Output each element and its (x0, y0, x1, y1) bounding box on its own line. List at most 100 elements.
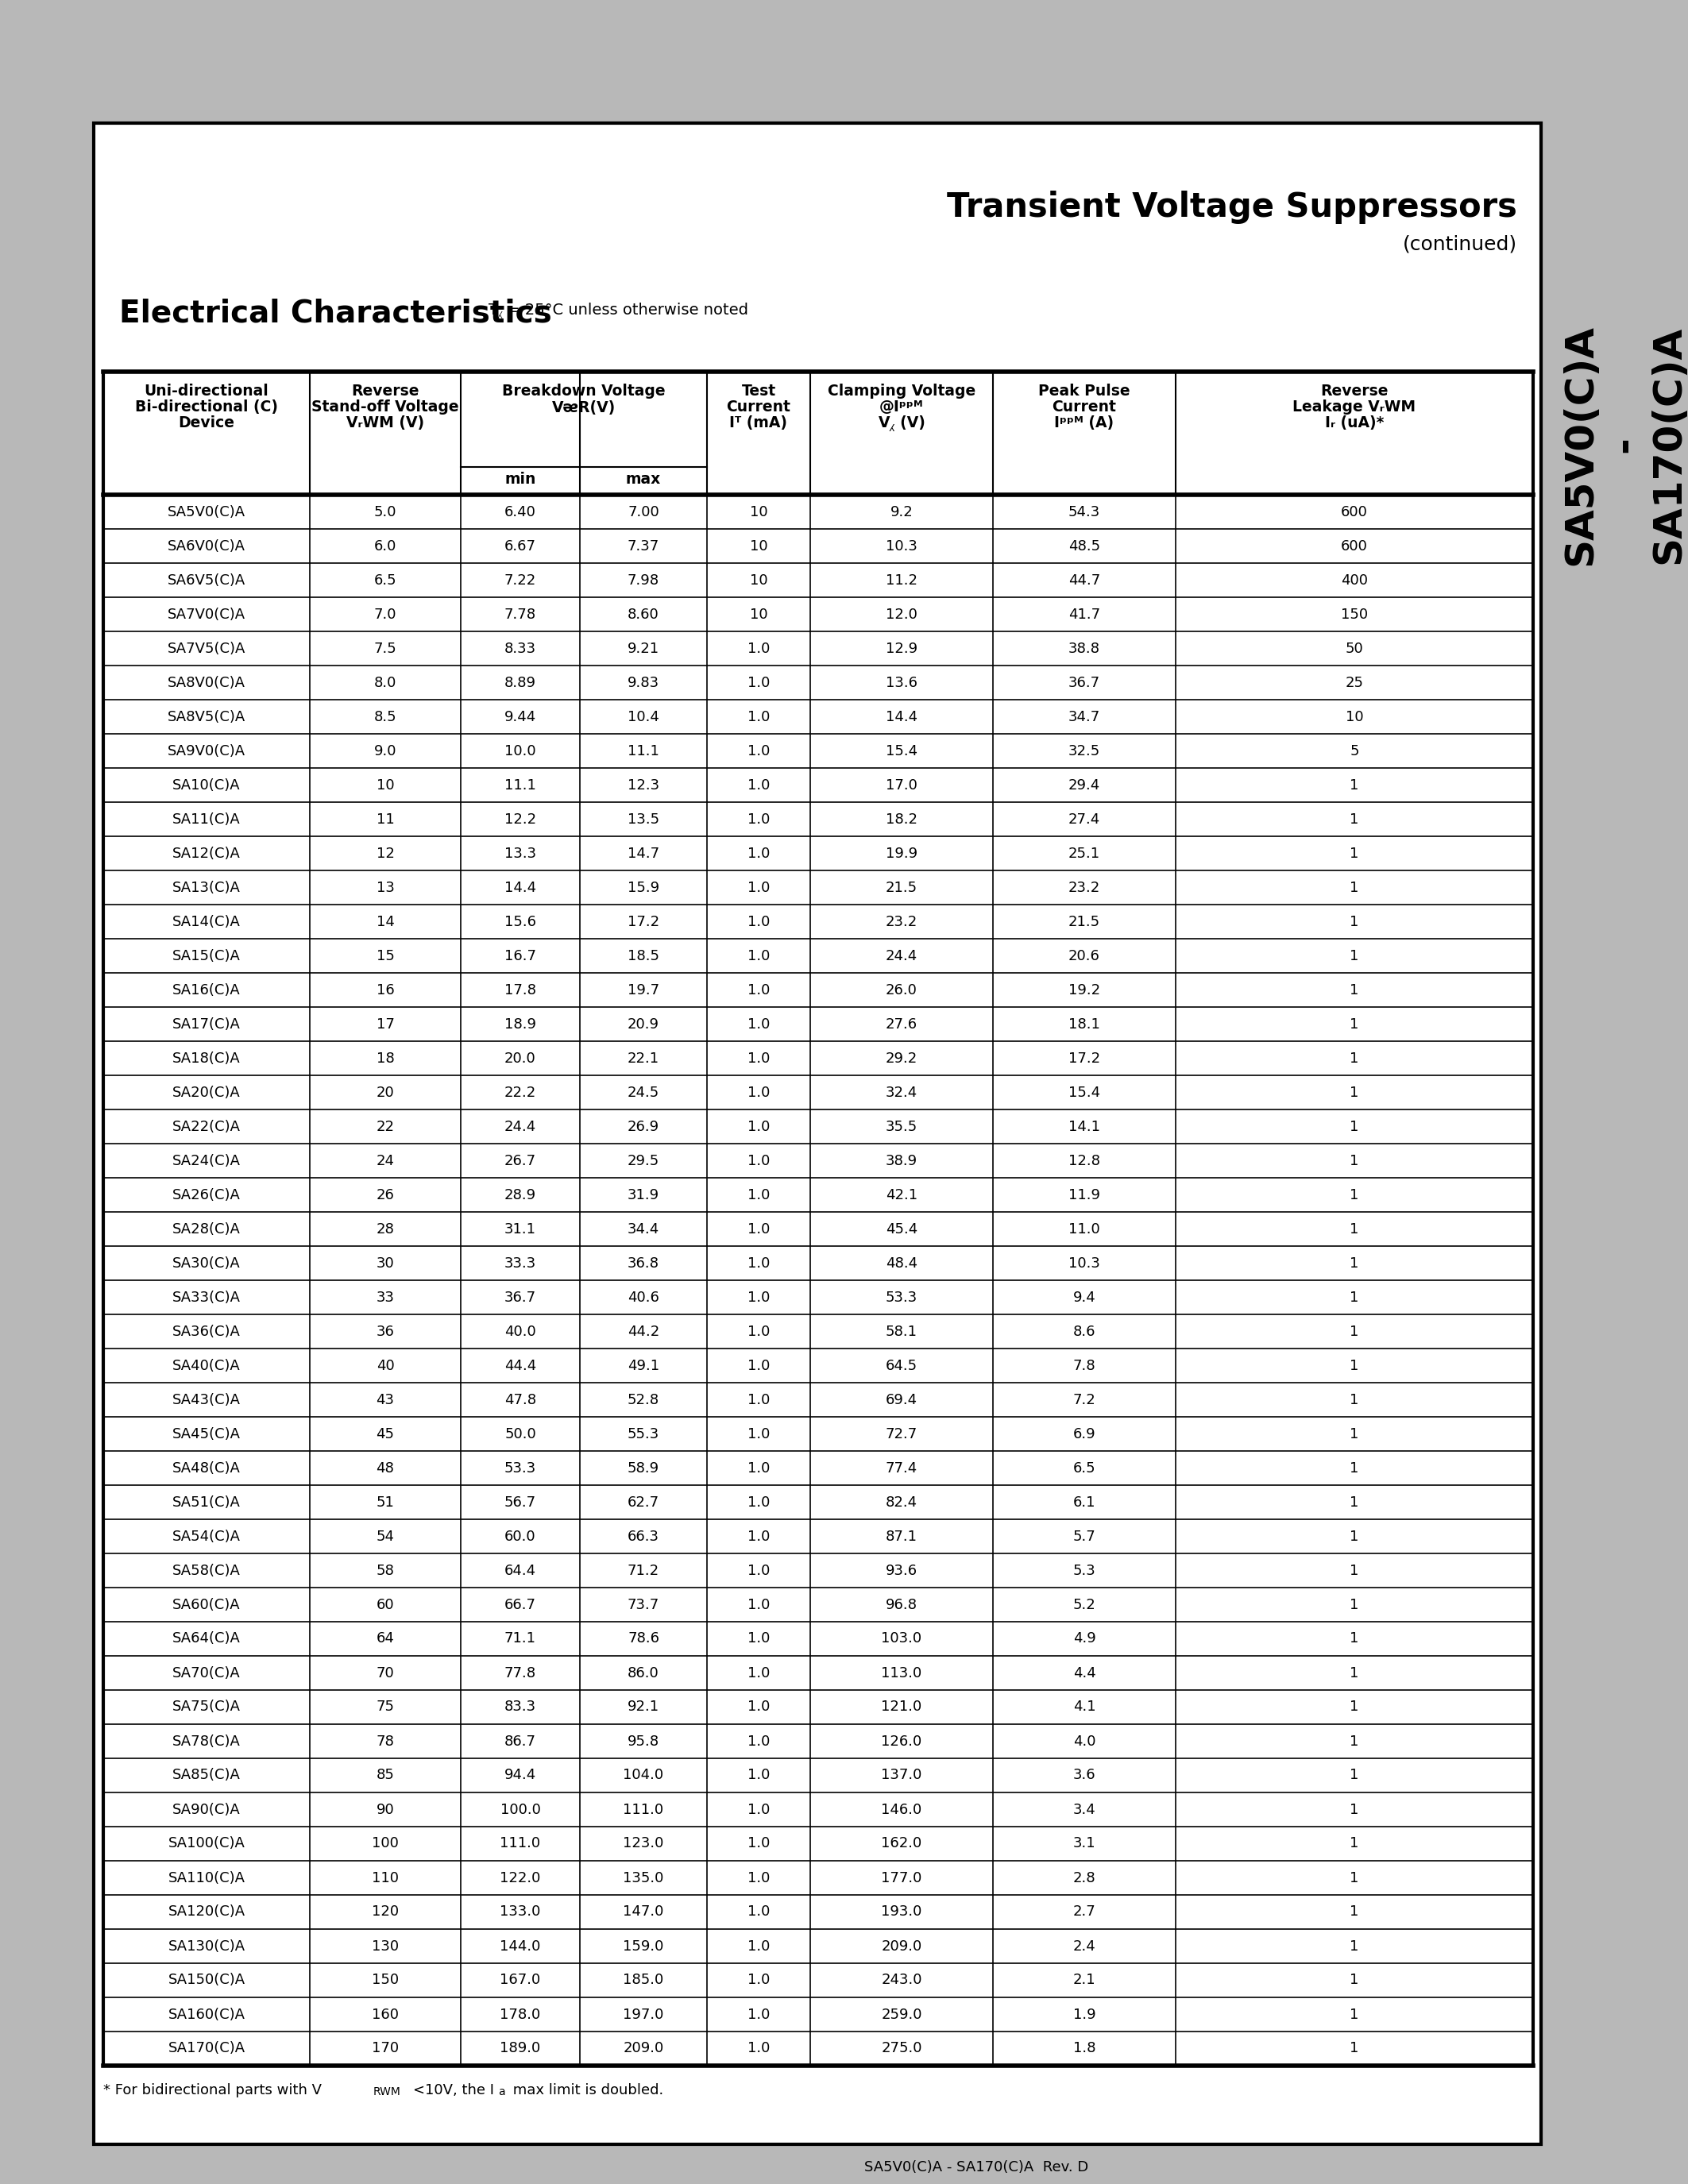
Text: 95.8: 95.8 (628, 1734, 660, 1749)
Text: SA10(C)A: SA10(C)A (172, 778, 241, 793)
Text: 1.0: 1.0 (748, 1153, 770, 1168)
Text: SA6V0(C)A: SA6V0(C)A (167, 539, 245, 553)
Text: 6.5: 6.5 (375, 572, 397, 587)
Text: Iᵣ (uA)*: Iᵣ (uA)* (1325, 415, 1384, 430)
Text: 13.5: 13.5 (628, 812, 660, 826)
Text: 5: 5 (1350, 745, 1359, 758)
Text: 19.2: 19.2 (1069, 983, 1101, 998)
Text: Reverse: Reverse (351, 384, 419, 400)
Text: 120: 120 (371, 1904, 398, 1920)
Text: 167.0: 167.0 (500, 1972, 540, 1987)
Text: 1: 1 (1350, 1904, 1359, 1920)
Text: 1.0: 1.0 (748, 1120, 770, 1133)
Text: 1: 1 (1350, 1256, 1359, 1271)
Text: SA7V5(C)A: SA7V5(C)A (167, 642, 246, 655)
Text: SA30(C)A: SA30(C)A (172, 1256, 241, 1271)
Text: 64.4: 64.4 (505, 1564, 537, 1577)
Text: 24.5: 24.5 (628, 1085, 660, 1099)
Text: SA11(C)A: SA11(C)A (172, 812, 241, 826)
Text: 18.5: 18.5 (628, 948, 660, 963)
Text: 1: 1 (1350, 778, 1359, 793)
Text: 8.6: 8.6 (1074, 1324, 1096, 1339)
Text: 7.78: 7.78 (505, 607, 537, 622)
Text: 94.4: 94.4 (505, 1769, 537, 1782)
Text: 44.7: 44.7 (1069, 572, 1101, 587)
Text: 1: 1 (1350, 948, 1359, 963)
Text: 23.2: 23.2 (1069, 880, 1101, 895)
Text: 1.0: 1.0 (748, 1188, 770, 1201)
Text: 60: 60 (376, 1597, 395, 1612)
Text: VᴂR(V): VᴂR(V) (552, 400, 616, 415)
Text: Peak Pulse: Peak Pulse (1038, 384, 1131, 400)
Text: SA130(C)A: SA130(C)A (169, 1939, 245, 1952)
Text: 10.3: 10.3 (886, 539, 918, 553)
Text: SA78(C)A: SA78(C)A (172, 1734, 241, 1749)
Text: 1: 1 (1350, 1837, 1359, 1850)
Text: SA17(C)A: SA17(C)A (172, 1018, 241, 1031)
Text: 50: 50 (1345, 642, 1364, 655)
Text: 10: 10 (749, 572, 768, 587)
Text: 83.3: 83.3 (505, 1699, 537, 1714)
Text: SA8V5(C)A: SA8V5(C)A (167, 710, 245, 723)
Text: 9.4: 9.4 (1074, 1291, 1096, 1304)
Text: 40.0: 40.0 (505, 1324, 537, 1339)
Text: SA24(C)A: SA24(C)A (172, 1153, 241, 1168)
Text: 73.7: 73.7 (628, 1597, 660, 1612)
Text: SA75(C)A: SA75(C)A (172, 1699, 241, 1714)
Text: VᵣWM (V): VᵣWM (V) (346, 415, 424, 430)
Text: 22.1: 22.1 (628, 1051, 660, 1066)
Text: 21.5: 21.5 (886, 880, 918, 895)
Text: 41.7: 41.7 (1069, 607, 1101, 622)
Text: 10: 10 (376, 778, 395, 793)
Text: 66.7: 66.7 (505, 1597, 537, 1612)
Bar (95, 122, 1541, 2145)
Text: 19.9: 19.9 (886, 845, 918, 860)
Text: 58: 58 (376, 1564, 395, 1577)
Text: 29.4: 29.4 (1069, 778, 1101, 793)
Text: 52.8: 52.8 (628, 1393, 660, 1406)
Text: SA18(C)A: SA18(C)A (172, 1051, 241, 1066)
Text: 7.0: 7.0 (375, 607, 397, 622)
Text: 28: 28 (376, 1221, 395, 1236)
Text: 135.0: 135.0 (623, 1872, 663, 1885)
Text: 123.0: 123.0 (623, 1837, 663, 1850)
Text: 1: 1 (1350, 1734, 1359, 1749)
Text: 15: 15 (376, 948, 395, 963)
Text: 22: 22 (376, 1120, 395, 1133)
Text: 66.3: 66.3 (628, 1529, 660, 1544)
Text: 1.0: 1.0 (748, 2042, 770, 2055)
Text: 193.0: 193.0 (881, 1904, 922, 1920)
Text: 69.4: 69.4 (886, 1393, 918, 1406)
Text: 1.0: 1.0 (748, 948, 770, 963)
Text: 8.60: 8.60 (628, 607, 660, 622)
Text: 1.0: 1.0 (748, 1631, 770, 1647)
Text: 64: 64 (376, 1631, 395, 1647)
Text: 14.1: 14.1 (1069, 1120, 1101, 1133)
Text: 162.0: 162.0 (881, 1837, 922, 1850)
Text: 19.7: 19.7 (628, 983, 660, 998)
Text: 86.7: 86.7 (505, 1734, 537, 1749)
Text: 9.83: 9.83 (628, 675, 660, 690)
Text: 147.0: 147.0 (623, 1904, 663, 1920)
Text: 1.0: 1.0 (748, 1358, 770, 1374)
Text: 56.7: 56.7 (505, 1496, 537, 1509)
Text: 400: 400 (1340, 572, 1367, 587)
Text: 13.6: 13.6 (886, 675, 918, 690)
Text: 14.4: 14.4 (505, 880, 537, 895)
Text: 1: 1 (1350, 1802, 1359, 1817)
Text: SA26(C)A: SA26(C)A (172, 1188, 241, 1201)
Text: 11.2: 11.2 (886, 572, 918, 587)
Text: 26.7: 26.7 (505, 1153, 537, 1168)
Text: 259.0: 259.0 (881, 2007, 922, 2022)
Text: Iᵀ (mA): Iᵀ (mA) (729, 415, 788, 430)
Text: SA22(C)A: SA22(C)A (172, 1120, 241, 1133)
Text: T⁁ = 25°C unless otherwise noted: T⁁ = 25°C unless otherwise noted (488, 304, 748, 319)
Text: 40: 40 (376, 1358, 395, 1374)
Text: 1: 1 (1350, 880, 1359, 895)
Text: 15.9: 15.9 (628, 880, 660, 895)
Text: 78.6: 78.6 (628, 1631, 660, 1647)
Text: 1.0: 1.0 (748, 642, 770, 655)
Text: SA90(C)A: SA90(C)A (172, 1802, 241, 1817)
Text: 100: 100 (371, 1837, 398, 1850)
Text: 23.2: 23.2 (886, 915, 918, 928)
